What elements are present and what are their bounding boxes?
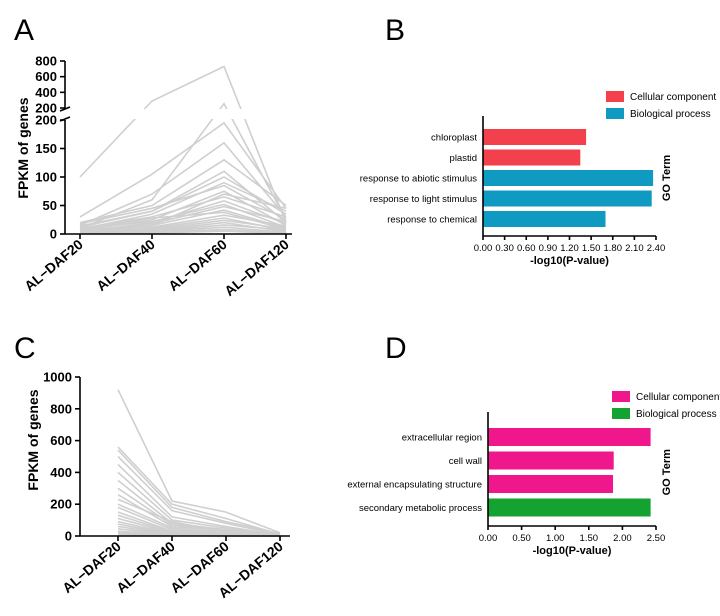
go-term-label: GO Term [661,449,673,495]
category-label: cell wall [449,456,482,467]
x-tick-label: AL−DAF120 [221,236,292,299]
panel-label-c: C [14,332,36,365]
category-label: response to abiotic stimulus [360,174,477,185]
x-tick-label: 1.20 [560,243,579,254]
x-tick-label: 0.00 [474,243,493,254]
line-series-a-25 [79,193,287,232]
chart-panel-b: Cellular component Biological process chlo… [360,91,716,267]
y-tick-label: 200 [50,497,72,512]
y-tick-label: 0 [50,227,57,242]
line-series-c-6 [117,471,281,535]
legend-swatch-biological [606,108,624,119]
bar-b-3 [483,170,654,186]
y-tick-label: 400 [50,465,72,480]
chart-panel-d: Cellular component Biological process extr… [347,391,720,557]
x-axis-title: -log10(P-value) [530,255,609,267]
axis-break-gap [66,109,306,119]
category-label: plastid [450,153,477,164]
legend-label-biological: Biological process [636,409,717,420]
x-tick-label: AL−DAF60 [165,236,230,294]
chart-panel-c: 02004006008001000AL−DAF20AL−DAF40AL−DAF6… [25,370,290,601]
legend-label-biological: Biological process [630,109,711,120]
panel-label-b: B [385,14,405,47]
y-tick-label: 0 [65,529,72,544]
x-tick-label: 1.00 [546,533,565,544]
x-tick-label: 1.80 [604,243,623,254]
y-tick-label: 1000 [43,370,72,385]
x-tick-label: AL−DAF40 [113,538,178,596]
x-axis-title: -log10(P-value) [533,545,612,557]
bar-b-1 [483,129,587,145]
x-tick-label: 2.50 [647,533,666,544]
line-series-a-8 [79,184,287,225]
bar-b-5 [483,211,606,227]
x-tick-label: 2.10 [625,243,644,254]
line-series-a-5 [79,158,287,224]
bar-b-4 [483,190,652,207]
panel-label-a: A [14,14,34,47]
y-tick-label: 400 [35,85,57,100]
x-tick-label: 1.50 [582,243,601,254]
y-tick-label: 800 [35,54,57,69]
y-tick-label: 200 [35,101,57,116]
y-tick-label: 600 [50,433,72,448]
legend-label-cellular: Cellular component [636,392,720,403]
line-series-c-1 [117,389,281,534]
legend-swatch-cellular [612,391,630,402]
y-axis-title: FPKM of genes [25,389,41,490]
x-tick-label: AL−DAF40 [93,236,158,294]
legend-label-cellular: Cellular component [630,92,716,103]
bar-d-2 [488,451,614,470]
category-label: external encapsulating structure [347,480,482,491]
line-series-a-4 [79,141,287,227]
line-series-a-3 [79,121,287,218]
category-label: chloroplast [431,133,477,144]
x-tick-label: 0.30 [495,243,514,254]
category-label: response to chemical [387,215,477,226]
line-series-a-12 [79,203,287,230]
legend-swatch-cellular [606,91,624,102]
line-series-a-10 [79,196,287,230]
axis-break-mark-top [59,106,71,112]
x-tick-label: 2.40 [647,243,666,254]
line-series-a-24 [79,176,287,227]
line-series-c-4 [117,455,281,536]
line-series-a-1 [79,65,287,223]
x-tick-label: AL−DAF20 [21,236,86,294]
y-tick-label: 100 [35,170,57,185]
line-series-a-7 [79,181,287,231]
legend-swatch-biological [612,408,630,419]
panel-label-d: D [385,332,407,365]
bar-d-1 [488,428,651,446]
go-term-label: GO Term [661,155,673,201]
y-tick-label: 200 [35,113,57,128]
y-tick-label: 800 [50,401,72,416]
line-series-a-23 [80,230,287,235]
bar-d-4 [488,498,651,517]
x-tick-label: 1.50 [580,533,599,544]
y-tick-label: 600 [35,69,57,84]
x-tick-label: 0.90 [539,243,558,254]
line-series-a-14 [79,209,287,234]
category-label: secondary metabolic process [359,503,482,514]
x-tick-label: AL−DAF20 [59,538,124,596]
bar-d-3 [488,475,613,493]
x-tick-label: 0.50 [512,533,531,544]
x-tick-label: 2.00 [613,533,632,544]
category-label: response to light stimulus [370,194,477,205]
y-tick-label: 150 [35,141,57,156]
bar-b-2 [483,149,581,166]
line-series-c-3 [117,449,281,535]
category-label: extracellular region [402,433,482,444]
x-tick-label: 0.60 [517,243,536,254]
y-axis-title: FPKM of genes [15,97,31,198]
y-tick-label: 50 [43,198,57,213]
line-series-c-2 [117,446,281,536]
x-tick-label: 0.00 [479,533,498,544]
